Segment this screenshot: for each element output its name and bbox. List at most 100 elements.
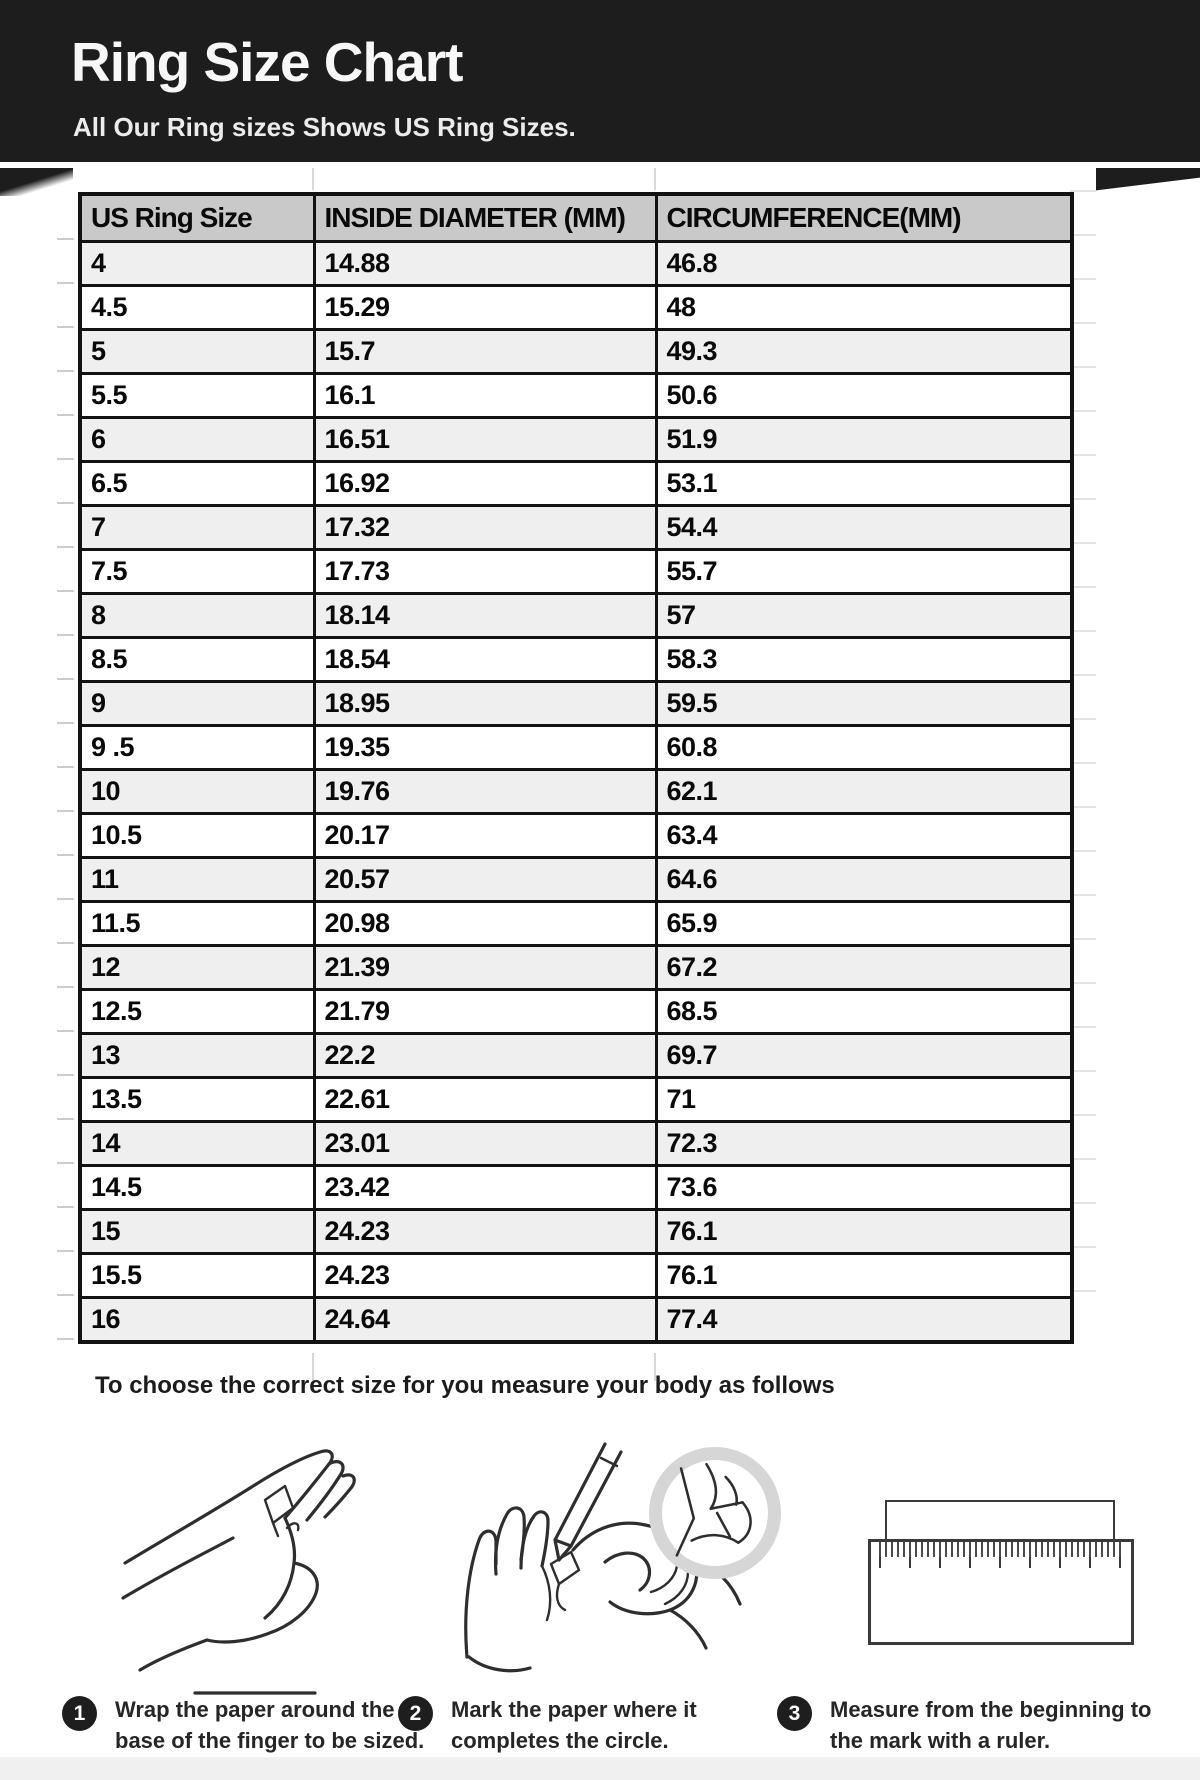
- circumference-cell: 51.9: [654, 416, 1074, 463]
- column-header-us-ring-size: US Ring Size: [78, 192, 316, 243]
- inside-diameter-cell: 15.7: [312, 328, 658, 375]
- circumference-cell: 67.2: [654, 944, 1074, 991]
- us-ring-size-cell: 9: [78, 680, 316, 727]
- inside-diameter-cell: 18.95: [312, 680, 658, 727]
- us-ring-size-cell: 15.5: [78, 1252, 316, 1299]
- step-3-number-badge: 3: [777, 1696, 812, 1731]
- table-header-row: US Ring Size INSIDE DIAMETER (MM) CIRCUM…: [78, 192, 1074, 243]
- us-ring-size-cell: 7.5: [78, 548, 316, 595]
- table-row: 6 16.51 51.9: [78, 416, 1074, 463]
- table-row: 14.5 23.42 73.6: [78, 1164, 1074, 1211]
- inside-diameter-cell: 20.98: [312, 900, 658, 947]
- bottom-strip: [0, 1757, 1200, 1780]
- inside-diameter-cell: 18.54: [312, 636, 658, 683]
- inside-diameter-cell: 22.61: [312, 1076, 658, 1123]
- circumference-cell: 60.8: [654, 724, 1074, 771]
- table-row: 5.5 16.1 50.6: [78, 372, 1074, 419]
- inside-diameter-cell: 21.39: [312, 944, 658, 991]
- step-1-number-badge: 1: [62, 1696, 97, 1731]
- inside-diameter-cell: 16.1: [312, 372, 658, 419]
- table-row: 13.5 22.61 71: [78, 1076, 1074, 1123]
- table-row: 7 17.32 54.4: [78, 504, 1074, 551]
- ring-size-table-body: 4 14.88 46.8 4.5 15.29 48 5 15.7 49.3 5.5 16.1 50.6…: [78, 240, 1074, 1344]
- table-row: 15.5 24.23 76.1: [78, 1252, 1074, 1299]
- inside-diameter-cell: 20.17: [312, 812, 658, 859]
- circumference-cell: 57: [654, 592, 1074, 639]
- circumference-cell: 54.4: [654, 504, 1074, 551]
- table-row: 8.5 18.54 58.3: [78, 636, 1074, 683]
- inside-diameter-cell: 19.35: [312, 724, 658, 771]
- circumference-cell: 76.1: [654, 1252, 1074, 1299]
- circumference-cell: 46.8: [654, 240, 1074, 287]
- us-ring-size-cell: 13: [78, 1032, 316, 1079]
- table-row: 15 24.23 76.1: [78, 1208, 1074, 1255]
- step-2-text: Mark the paper where it completes the ci…: [451, 1697, 697, 1753]
- gridline-artifact: [1070, 190, 1096, 1322]
- us-ring-size-cell: 8.5: [78, 636, 316, 683]
- us-ring-size-cell: 5.5: [78, 372, 316, 419]
- inside-diameter-cell: 23.42: [312, 1164, 658, 1211]
- circumference-cell: 69.7: [654, 1032, 1074, 1079]
- step-2: 2 Mark the paper where it completes the …: [398, 1694, 741, 1756]
- row-tick-artifacts: [57, 238, 74, 1348]
- us-ring-size-cell: 11: [78, 856, 316, 903]
- us-ring-size-cell: 4.5: [78, 284, 316, 331]
- us-ring-size-cell: 11.5: [78, 900, 316, 947]
- measure-instructions-intro: To choose the correct size for you measu…: [95, 1372, 835, 1399]
- us-ring-size-cell: 4: [78, 240, 316, 287]
- circumference-cell: 77.4: [654, 1296, 1074, 1344]
- us-ring-size-cell: 8: [78, 592, 316, 639]
- circumference-cell: 48: [654, 284, 1074, 331]
- inside-diameter-cell: 14.88: [312, 240, 658, 287]
- circumference-cell: 63.4: [654, 812, 1074, 859]
- step-3: 3 Measure from the beginning to the mark…: [777, 1694, 1175, 1756]
- us-ring-size-cell: 10: [78, 768, 316, 815]
- circumference-cell: 72.3: [654, 1120, 1074, 1167]
- inside-diameter-cell: 24.23: [312, 1208, 658, 1255]
- circumference-cell: 53.1: [654, 460, 1074, 507]
- column-header-inside-diameter: INSIDE DIAMETER (MM): [312, 192, 658, 243]
- us-ring-size-cell: 15: [78, 1208, 316, 1255]
- us-ring-size-cell: 12: [78, 944, 316, 991]
- step-1: 1 Wrap the paper around the base of the …: [62, 1694, 435, 1756]
- circumference-cell: 68.5: [654, 988, 1074, 1035]
- table-row: 12 21.39 67.2: [78, 944, 1074, 991]
- gridline-artifact: [654, 1353, 656, 1381]
- us-ring-size-cell: 16: [78, 1296, 316, 1344]
- us-ring-size-cell: 9 .5: [78, 724, 316, 771]
- gridline-artifact: [654, 168, 656, 190]
- gridline-artifact: [312, 168, 314, 190]
- step-3-text: Measure from the beginning to the mark w…: [830, 1697, 1152, 1753]
- inside-diameter-cell: 17.73: [312, 548, 658, 595]
- column-header-circumference: CIRCUMFERENCE(MM): [654, 192, 1074, 243]
- table-row: 11.5 20.98 65.9: [78, 900, 1074, 947]
- wrap-paper-hand-illustration: [121, 1449, 356, 1695]
- us-ring-size-cell: 10.5: [78, 812, 316, 859]
- circumference-cell: 73.6: [654, 1164, 1074, 1211]
- us-ring-size-cell: 14.5: [78, 1164, 316, 1211]
- table-row: 12.5 21.79 68.5: [78, 988, 1074, 1035]
- circumference-cell: 76.1: [654, 1208, 1074, 1255]
- header-banner: [0, 0, 1200, 162]
- inside-diameter-cell: 21.79: [312, 988, 658, 1035]
- inside-diameter-cell: 17.32: [312, 504, 658, 551]
- circumference-cell: 50.6: [654, 372, 1074, 419]
- inside-diameter-cell: 19.76: [312, 768, 658, 815]
- us-ring-size-cell: 5: [78, 328, 316, 375]
- inside-diameter-cell: 20.57: [312, 856, 658, 903]
- magnifier-detail-icon: [649, 1447, 781, 1579]
- us-ring-size-cell: 6: [78, 416, 316, 463]
- circumference-cell: 62.1: [654, 768, 1074, 815]
- table-row: 10 19.76 62.1: [78, 768, 1074, 815]
- inside-diameter-cell: 24.64: [312, 1296, 658, 1344]
- mark-paper-hands-illustration: [464, 1442, 742, 1673]
- table-row: 13 22.2 69.7: [78, 1032, 1074, 1079]
- table-row: 10.5 20.17 63.4: [78, 812, 1074, 859]
- circumference-cell: 71: [654, 1076, 1074, 1123]
- inside-diameter-cell: 22.2: [312, 1032, 658, 1079]
- table-row: 6.5 16.92 53.1: [78, 460, 1074, 507]
- inside-diameter-cell: 23.01: [312, 1120, 658, 1167]
- table-row: 4.5 15.29 48: [78, 284, 1074, 331]
- ruler: [868, 1539, 1134, 1645]
